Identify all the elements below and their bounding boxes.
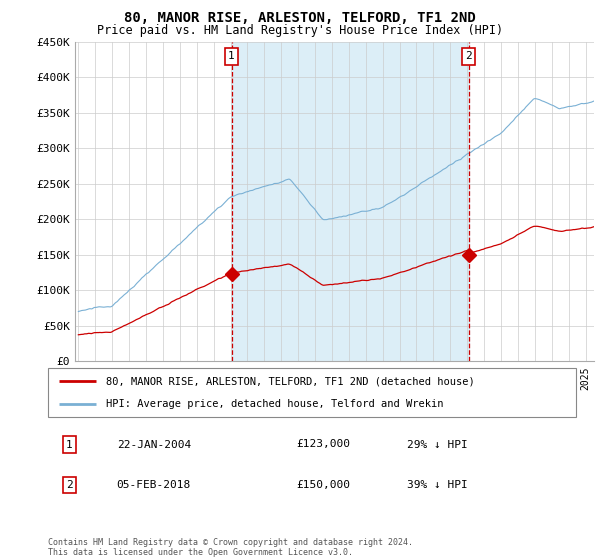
Text: 80, MANOR RISE, ARLESTON, TELFORD, TF1 2ND: 80, MANOR RISE, ARLESTON, TELFORD, TF1 2… bbox=[124, 11, 476, 25]
Text: 29% ↓ HPI: 29% ↓ HPI bbox=[407, 440, 468, 450]
Text: 80, MANOR RISE, ARLESTON, TELFORD, TF1 2ND (detached house): 80, MANOR RISE, ARLESTON, TELFORD, TF1 2… bbox=[106, 376, 475, 386]
Text: HPI: Average price, detached house, Telford and Wrekin: HPI: Average price, detached house, Telf… bbox=[106, 399, 443, 409]
Bar bbox=[232, 42, 469, 361]
Text: 39% ↓ HPI: 39% ↓ HPI bbox=[407, 480, 468, 491]
Text: £123,000: £123,000 bbox=[296, 440, 350, 450]
Text: 05-FEB-2018: 05-FEB-2018 bbox=[116, 480, 191, 491]
Text: 2: 2 bbox=[66, 480, 73, 491]
Text: Price paid vs. HM Land Registry's House Price Index (HPI): Price paid vs. HM Land Registry's House … bbox=[97, 24, 503, 36]
Text: Contains HM Land Registry data © Crown copyright and database right 2024.
This d: Contains HM Land Registry data © Crown c… bbox=[48, 538, 413, 557]
Text: 1: 1 bbox=[66, 440, 73, 450]
FancyBboxPatch shape bbox=[48, 368, 576, 417]
Text: £150,000: £150,000 bbox=[296, 480, 350, 491]
Text: 22-JAN-2004: 22-JAN-2004 bbox=[116, 440, 191, 450]
Text: 1: 1 bbox=[228, 51, 235, 61]
Text: 2: 2 bbox=[466, 51, 472, 61]
